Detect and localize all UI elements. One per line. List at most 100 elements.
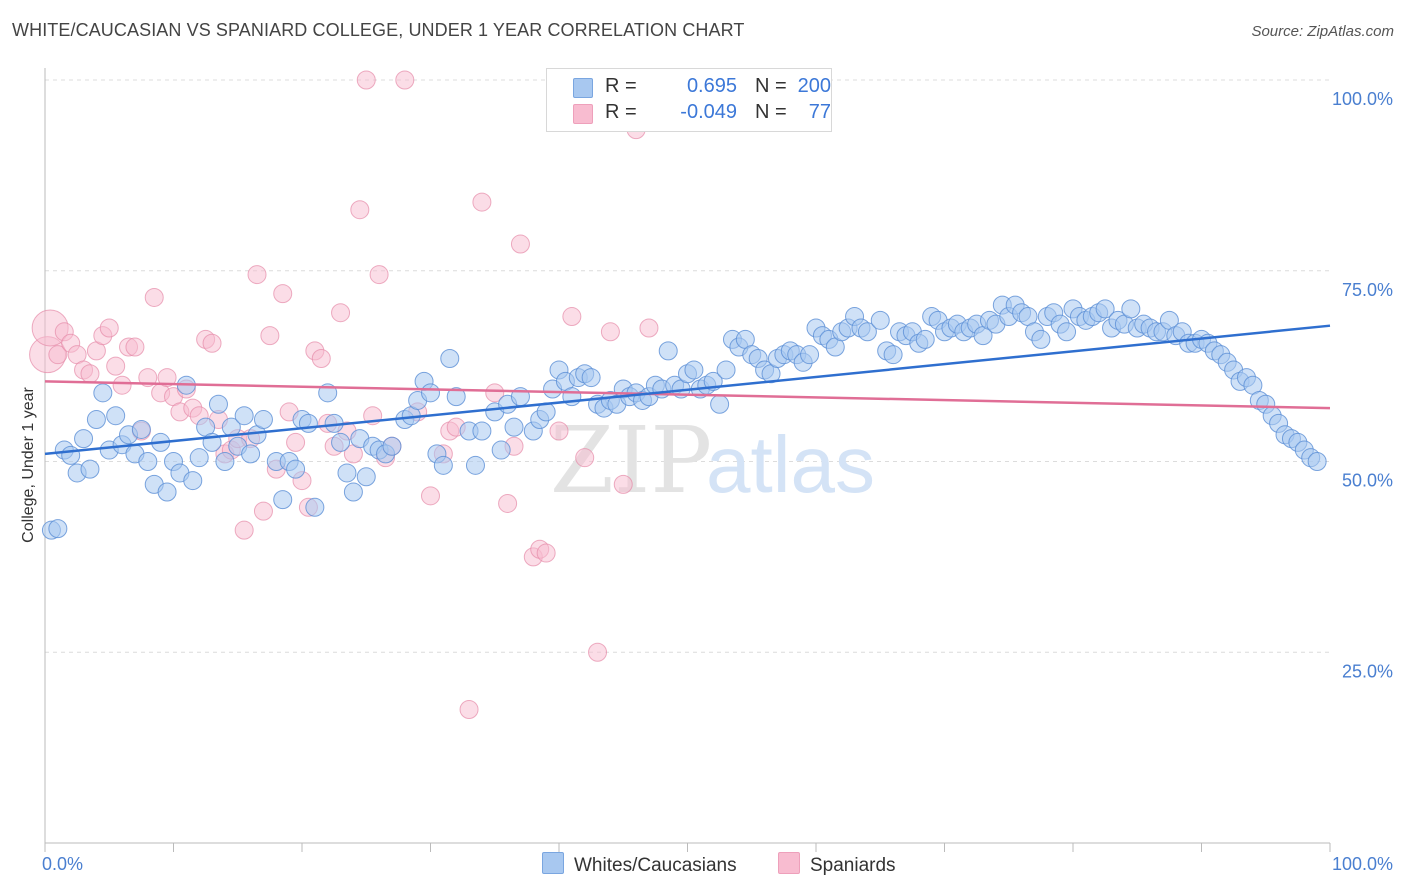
whites-legend-swatch — [542, 852, 564, 874]
whites-point — [800, 345, 820, 365]
spaniards-point — [106, 356, 126, 376]
spaniards-point — [247, 265, 267, 285]
whites-point — [440, 348, 460, 368]
spaniards-point — [356, 70, 376, 90]
spaniards-swatch — [573, 104, 593, 124]
whites-point — [465, 455, 485, 475]
spaniards-point — [350, 200, 370, 220]
watermark-atlas: atlas — [706, 420, 875, 509]
whites-point — [356, 467, 376, 487]
spaniards-point — [286, 432, 306, 452]
spaniards-point — [395, 70, 415, 90]
whites-point — [1095, 299, 1115, 319]
whites-point — [343, 482, 363, 502]
whites-point — [157, 482, 177, 502]
whites-trend-line — [44, 324, 1331, 456]
y-tick-label: 100.0% — [1332, 89, 1393, 109]
n-value: 77 — [808, 101, 831, 123]
x-tick-label: 100.0% — [1332, 854, 1393, 874]
whites-point — [337, 463, 357, 483]
whites-point — [421, 383, 440, 403]
x-tick-label: 0.0% — [42, 854, 83, 874]
whites-point — [870, 310, 890, 330]
whites-legend-label: Whites/Caucasians — [574, 855, 737, 876]
y-axis-title: College, Under 1 year — [20, 387, 37, 543]
spaniards-point — [202, 333, 222, 353]
whites-point — [1121, 299, 1141, 319]
n-value: 200 — [797, 75, 831, 97]
spaniards-point — [575, 448, 595, 468]
spaniards-point — [48, 345, 68, 365]
whites-point — [138, 452, 158, 471]
spaniards-point — [600, 322, 620, 342]
trend-lines — [44, 324, 1331, 456]
spaniards-point — [510, 234, 530, 254]
whites-point — [710, 394, 730, 414]
spaniards-point — [144, 287, 164, 307]
r-label: R = — [605, 75, 637, 97]
whites-point — [241, 444, 261, 464]
whites-swatch — [573, 78, 593, 98]
spaniards-point — [613, 474, 633, 494]
spaniards-point — [273, 284, 293, 304]
spaniards-point — [99, 318, 119, 338]
whites-point — [48, 519, 68, 539]
spaniards-point — [311, 348, 331, 368]
chart-title: WHITE/CAUCASIAN VS SPANIARD COLLEGE, UND… — [12, 20, 745, 40]
n-label: N = — [755, 101, 787, 123]
spaniards-legend-swatch — [778, 852, 800, 874]
spaniards-point — [157, 368, 177, 388]
whites-point — [1031, 329, 1051, 349]
whites-point — [61, 445, 81, 465]
correlation-legend: R = 0.695 N = 200 R = -0.049 N = 77 — [546, 68, 832, 132]
spaniards-point — [138, 368, 158, 388]
whites-point — [446, 387, 466, 407]
spaniards-point — [369, 265, 389, 285]
whites-point — [382, 436, 402, 456]
whites-point — [74, 429, 94, 449]
whites-point — [581, 368, 601, 388]
watermark-zip: ZIP — [550, 407, 712, 514]
spaniards-legend-label: Spaniards — [810, 855, 896, 876]
whites-point — [189, 448, 209, 468]
spaniards-point — [125, 337, 145, 357]
whites-points — [41, 295, 1327, 540]
whites-point — [253, 410, 273, 430]
spaniards-point — [536, 543, 556, 563]
spaniards-point — [331, 303, 351, 323]
whites-point — [215, 452, 235, 471]
spaniards-point — [260, 326, 280, 346]
y-tick-label: 75.0% — [1342, 280, 1393, 300]
whites-point — [684, 360, 704, 380]
whites-point — [183, 471, 203, 491]
whites-point — [305, 497, 325, 517]
r-label: R = — [605, 101, 637, 123]
spaniards-point — [234, 520, 254, 540]
whites-point — [1057, 322, 1077, 342]
whites-point — [298, 413, 318, 433]
spaniards-trend-line — [44, 380, 1331, 410]
whites-point — [716, 360, 736, 380]
whites-point — [1307, 452, 1327, 471]
legend-item-whites: Whites/Caucasians — [542, 852, 737, 877]
whites-point — [80, 459, 100, 479]
source-credit: Source: ZipAtlas.com — [1251, 23, 1394, 40]
whites-point — [208, 394, 228, 414]
whites-point — [331, 432, 351, 452]
spaniards-point — [562, 307, 582, 327]
r-value: 0.695 — [686, 75, 737, 97]
n-label: N = — [755, 75, 787, 97]
spaniards-point — [459, 699, 479, 719]
spaniards-point — [253, 501, 273, 521]
whites-point — [472, 421, 492, 441]
spaniards-point — [421, 486, 440, 506]
whites-point — [106, 406, 126, 426]
whites-point — [915, 329, 935, 349]
spaniards-point — [549, 421, 569, 441]
y-tick-label: 50.0% — [1342, 471, 1393, 491]
spaniards-point — [588, 642, 608, 662]
whites-point — [883, 345, 903, 365]
whites-point — [286, 459, 306, 479]
whites-point — [86, 410, 106, 430]
legend-item-spaniards: Spaniards — [778, 852, 896, 877]
